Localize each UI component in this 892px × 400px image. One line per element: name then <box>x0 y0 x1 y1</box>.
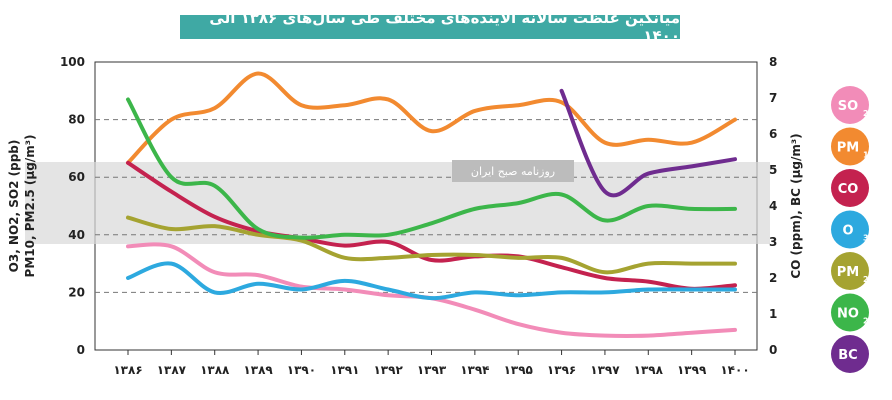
y-right-tick-label: 5 <box>769 163 777 177</box>
legend-label-sub: 2 <box>863 109 869 118</box>
y-axis-left-label-2: PM10, PM2.5 (µg/m³) <box>23 135 37 278</box>
legend-swatch <box>831 335 869 373</box>
y-right-tick-label: 4 <box>769 199 777 213</box>
x-axis: ۱۳۸۶ ۱۳۸۷ ۱۳۸۸ ۱۳۸۹ ۱۳۹۰ ۱۳۹۱ ۱۳۹۲ ۱۳۹۳ ۱۳۹۴ ۱۳۹۵… <box>113 350 750 377</box>
legend-swatch <box>831 293 869 332</box>
x-tick-label: ۱۳۹۲ <box>373 363 403 377</box>
y-axis-right: 0 1 2 3 4 5 6 7 8 <box>769 55 777 357</box>
x-tick-label: ۱۴۰۰ <box>720 363 749 377</box>
legend-label: PM <box>837 141 859 156</box>
legend-item: BC <box>831 335 869 373</box>
legend-swatch <box>831 210 869 249</box>
x-tick-label: ۱۳۸۷ <box>157 363 187 377</box>
series-line-pm10 <box>126 71 737 165</box>
legend-label: NO <box>837 307 859 322</box>
series-line-pm25 <box>126 215 737 275</box>
grid-lines <box>95 119 757 293</box>
legend-label: O <box>842 224 853 239</box>
x-tick-label: ۱۳۹۷ <box>590 363 620 377</box>
series-line-no2 <box>126 97 737 240</box>
series-line-bc <box>559 88 737 198</box>
legend-label-sub: 10 <box>863 151 875 160</box>
y-right-tick-label: 6 <box>769 127 777 141</box>
series-lines <box>126 71 737 338</box>
series-line-co <box>126 160 737 291</box>
legend-swatch <box>831 127 869 166</box>
legend-swatch <box>831 169 869 207</box>
x-tick-label: ۱۳۹۰ <box>287 363 316 377</box>
y-left-tick-label: 60 <box>68 170 85 184</box>
legend-item: NO 2 <box>831 293 869 332</box>
series-line-o3 <box>126 261 737 301</box>
y-axis-left-label-1: O3, NO2, SO2 (ppb) <box>7 140 21 273</box>
y-right-tick-label: 1 <box>769 307 777 321</box>
x-tick-label: ۱۳۸۸ <box>200 363 230 377</box>
legend-swatch <box>831 86 869 124</box>
watermark-text: روزنامه صبح ایران <box>471 165 555 178</box>
y-left-tick-label: 80 <box>68 113 85 127</box>
x-tick-label: ۱۳۹۸ <box>634 363 664 377</box>
watermark-box <box>452 160 574 182</box>
y-right-tick-label: 7 <box>769 91 777 105</box>
legend-label-sub: 2.5 <box>863 275 878 284</box>
legend-label: BC <box>838 348 857 363</box>
y-left-tick-label: 40 <box>68 228 85 242</box>
legend-swatch <box>831 252 869 290</box>
legend-label-sub: 2 <box>863 317 869 326</box>
x-tick-label: ۱۳۹۵ <box>504 363 533 377</box>
y-left-tick-label: 20 <box>68 285 85 299</box>
x-tick-label: ۱۳۹۱ <box>330 363 359 377</box>
legend-item: PM 10 <box>831 127 875 166</box>
x-tick-label: ۱۳۹۹ <box>677 363 707 377</box>
legend-item: PM 2.5 <box>831 252 878 290</box>
y-right-tick-label: 8 <box>769 55 777 69</box>
y-left-tick-label: 100 <box>60 55 85 69</box>
legend-item: SO 2 <box>831 86 869 124</box>
legend-label: CO <box>838 182 859 197</box>
legend-item: CO <box>831 169 869 207</box>
legend-label: SO <box>838 99 858 114</box>
x-tick-label: ۱۳۹۶ <box>547 363 576 377</box>
x-tick-label: ۱۳۸۶ <box>113 363 142 377</box>
x-tick-label: ۱۳۸۹ <box>243 363 273 377</box>
x-tick-label: ۱۳۹۳ <box>417 363 447 377</box>
y-axis-left: 0 20 40 60 80 100 <box>60 55 85 357</box>
y-left-tick-label: 0 <box>77 343 85 357</box>
legend-label: PM <box>837 265 859 280</box>
y-right-tick-label: 3 <box>769 235 777 249</box>
x-tick-label: ۱۳۹۴ <box>460 363 489 377</box>
y-right-tick-label: 2 <box>769 271 777 285</box>
legend-label-sub: 3 <box>863 234 869 243</box>
y-axis-right-label: CO (ppm), BC (µg/m³) <box>789 133 803 278</box>
y-right-tick-label: 0 <box>769 343 777 357</box>
